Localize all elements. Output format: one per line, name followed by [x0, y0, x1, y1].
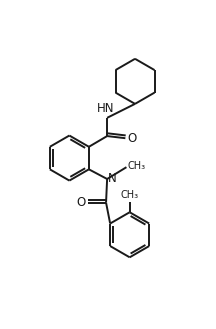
Text: N: N: [108, 172, 116, 186]
Text: O: O: [77, 196, 86, 209]
Text: O: O: [127, 132, 136, 145]
Text: CH₃: CH₃: [121, 190, 139, 200]
Text: HN: HN: [97, 102, 115, 115]
Text: CH₃: CH₃: [127, 161, 146, 171]
